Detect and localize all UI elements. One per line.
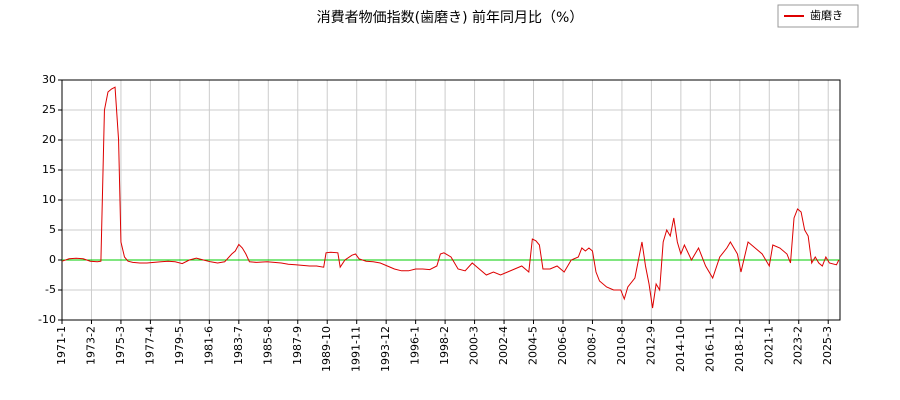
x-tick-label: 1993-12 (379, 326, 392, 372)
chart-title: 消費者物価指数(歯磨き) 前年同月比（%） (317, 9, 584, 26)
y-tick-label: 5 (49, 223, 56, 236)
y-tick-label: 30 (42, 73, 56, 86)
x-tick-label: 1971-1 (55, 326, 68, 365)
y-tick-label: 20 (42, 133, 56, 146)
x-tick-label: 2021-1 (762, 326, 775, 365)
x-tick-label: 1983-7 (232, 326, 245, 365)
x-tick-label: 2010-8 (615, 326, 628, 365)
x-tick-label: 1996-1 (409, 326, 422, 365)
x-tick-label: 1991-11 (350, 326, 363, 372)
legend-label: 歯磨き (810, 9, 843, 22)
y-tick-label: -5 (45, 283, 56, 296)
x-tick-label: 1989-10 (320, 326, 333, 372)
x-tick-label: 1977-4 (143, 326, 156, 365)
legend-box (777, 4, 859, 28)
x-tick-label: 2025-3 (821, 326, 834, 365)
x-tick-label: 2023-2 (792, 326, 805, 365)
x-tick-label: 2000-3 (468, 326, 481, 365)
y-tick-label: -10 (38, 313, 56, 326)
x-tick-label: 2008-7 (585, 326, 598, 365)
x-tick-label: 2012-9 (644, 326, 657, 365)
y-tick-label: 10 (42, 193, 56, 206)
data-line (61, 86, 840, 309)
x-tick-label: 1973-2 (84, 326, 97, 365)
legend: 歯磨き (777, 4, 859, 28)
y-tick-label: 25 (42, 103, 56, 116)
x-tick-label: 1998-2 (438, 326, 451, 365)
x-tick-label: 2014-10 (674, 326, 687, 372)
x-tick-label: 2002-4 (497, 326, 510, 365)
plot-frame (61, 79, 841, 321)
x-tick-label: 2006-6 (556, 326, 569, 365)
x-tick-label: 1985-8 (261, 326, 274, 365)
x-tick-label: 2018-12 (733, 326, 746, 372)
x-tick-label: 2004-5 (527, 326, 540, 365)
x-tick-label: 2016-11 (703, 326, 716, 372)
x-tick-label: 1981-6 (202, 326, 215, 365)
x-tick-label: 1987-9 (291, 326, 304, 365)
y-tick-label: 0 (49, 253, 56, 266)
x-tick-label: 1975-3 (114, 326, 127, 365)
y-tick-label: 15 (42, 163, 56, 176)
x-tick-label: 1979-5 (173, 326, 186, 365)
